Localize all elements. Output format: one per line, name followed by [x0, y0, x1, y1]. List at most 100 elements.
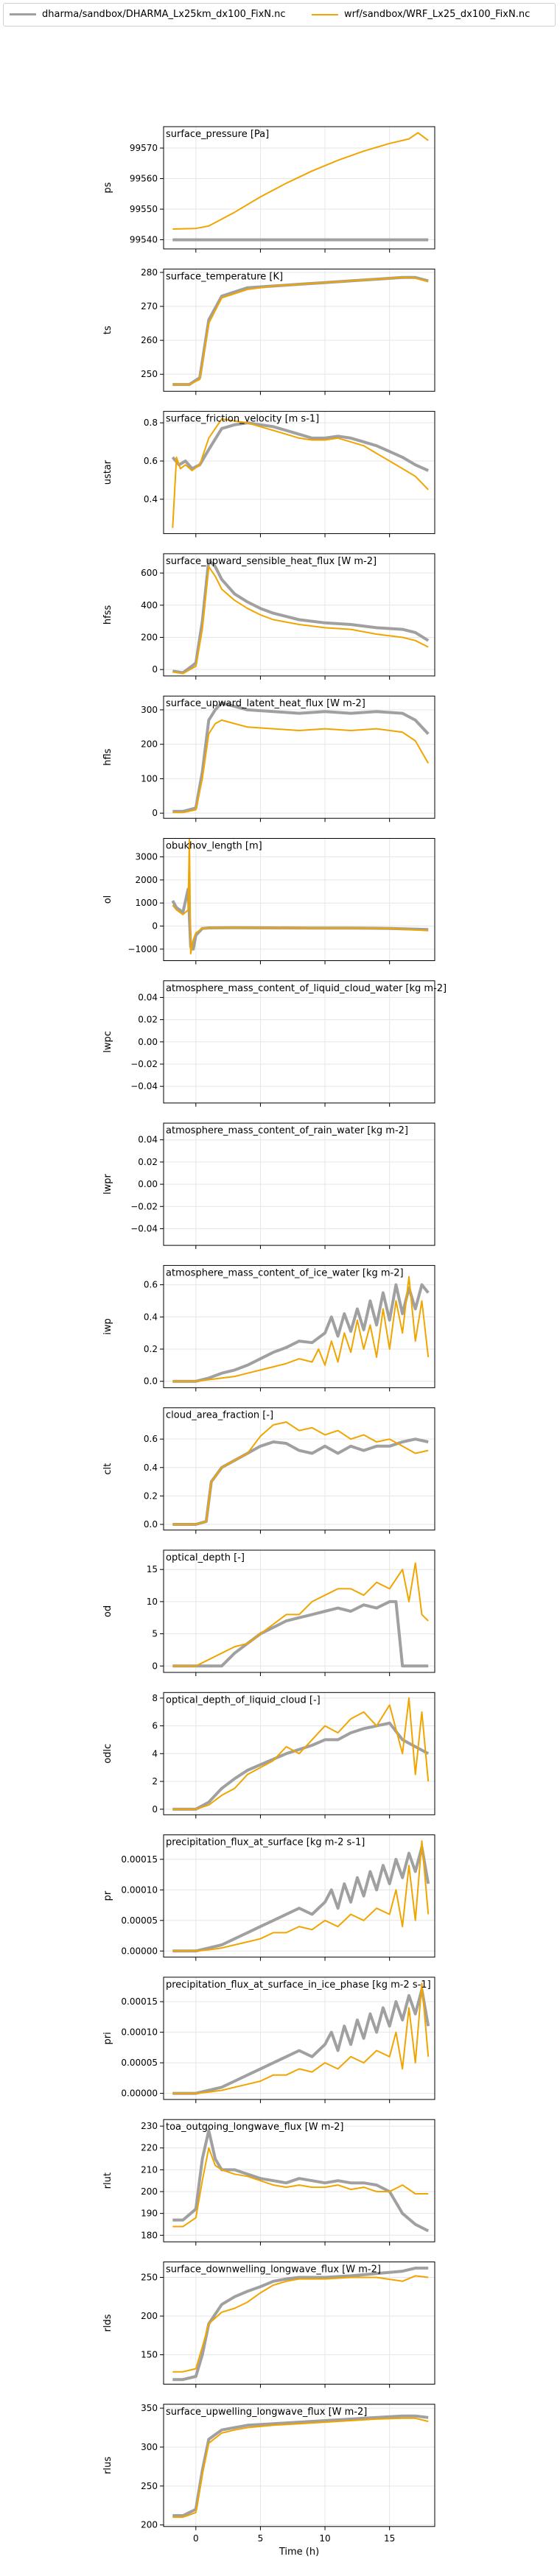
y-tick-label: −0.02	[130, 1059, 158, 1069]
series-line-1	[172, 1845, 430, 1953]
series-line-2	[172, 838, 429, 955]
y-tick-label: 0.2	[144, 1491, 158, 1501]
series-line-2	[172, 2275, 429, 2373]
plot-frame	[163, 1834, 435, 1958]
y-tick-label: 0.6	[144, 1434, 158, 1444]
y-tick-label: 600	[141, 568, 158, 578]
x-tick-label: 5	[258, 2533, 264, 2544]
y-tick-label: 0.0	[144, 1376, 158, 1387]
panel-title: precipitation_flux_at_surface [kg m-2 s-…	[166, 1837, 365, 1848]
plot-frame	[163, 1122, 435, 1246]
plot-frame	[163, 1549, 435, 1673]
y-tick-label: 0	[152, 1661, 158, 1671]
series-line-1	[172, 558, 430, 675]
y-tick-label: 200	[141, 2311, 158, 2321]
plot-frame	[163, 2404, 435, 2527]
panel-title: optical_depth [-]	[166, 1552, 245, 1563]
series-line-1	[172, 701, 430, 813]
panel-14: 0.00000 0.00005 0.00010 0.00015 precipitatio…	[102, 1977, 435, 2103]
plot-frame	[163, 126, 435, 250]
panel-title: optical_depth_of_liquid_cloud [-]	[166, 1695, 321, 1706]
y-axis-label: pri	[102, 2032, 113, 2044]
y-axis-label: ustar	[102, 460, 113, 485]
series-line-1	[172, 1283, 430, 1383]
y-tick-label: 0.4	[144, 494, 158, 504]
y-tick-label: 0.00005	[121, 1915, 158, 1926]
panel-16: 150 200 250 surface_downwelling_longwave_fl…	[102, 2262, 435, 2388]
y-axis-label: ts	[102, 325, 113, 334]
series-line-1	[172, 1600, 429, 1668]
y-tick-label: 200	[141, 2520, 158, 2530]
y-tick-label: 0.0	[144, 1519, 158, 1530]
y-tick-label: 0	[152, 1804, 158, 1815]
panel-title: atmosphere_mass_content_of_ice_water [kg…	[166, 1267, 404, 1278]
panel-title: surface_upward_latent_heat_flux [W m-2]	[166, 698, 365, 709]
series-line-2	[172, 1840, 430, 1952]
y-axis-label: pr	[102, 1890, 113, 1901]
series-line-2	[172, 1562, 429, 1667]
y-tick-label: 250	[141, 369, 158, 379]
series-line-1	[172, 1988, 430, 2095]
y-tick-label: 2000	[135, 875, 158, 885]
y-tick-label: 0.4	[144, 1463, 158, 1473]
y-tick-label: −0.04	[130, 1223, 158, 1234]
panel-9: 0.0 0.2 0.4 0.6 atmosphere_mass_content_of_i…	[102, 1264, 435, 1392]
y-tick-label: 250	[141, 2273, 158, 2283]
y-tick-label: 200	[141, 2186, 158, 2197]
series-line-2	[172, 1982, 430, 2094]
y-tick-label: 0	[152, 808, 158, 818]
y-tick-label: 1000	[135, 898, 158, 908]
y-tick-label: 150	[141, 2350, 158, 2360]
plot-frame	[163, 411, 435, 535]
y-tick-label: 300	[141, 705, 158, 715]
x-tick-label: 10	[319, 2533, 330, 2544]
y-axis-label: ps	[102, 182, 113, 193]
legend-item-dharma: dharma/sandbox/DHARMA_Lx25km_dx100_FixN.…	[10, 9, 286, 20]
plot-frame	[163, 695, 435, 819]
y-tick-label: 0.00010	[121, 2027, 158, 2038]
y-tick-label: 250	[141, 2481, 158, 2491]
y-tick-label: 0.04	[138, 1135, 158, 1145]
y-axis-label: lwpr	[102, 1174, 113, 1194]
series-line-1	[172, 2129, 430, 2233]
y-tick-label: 0.00	[138, 1037, 158, 1047]
series-line-1	[172, 2266, 429, 2382]
plot-frame	[163, 2262, 435, 2385]
y-tick-label: 4	[152, 1748, 158, 1759]
series-line-2	[172, 418, 429, 528]
y-tick-label: 99570	[130, 143, 158, 153]
y-tick-label: 0.00005	[121, 2058, 158, 2068]
panel-title: toa_outgoing_longwave_flux [W m-2]	[166, 2122, 343, 2133]
y-tick-label: 180	[141, 2230, 158, 2240]
y-tick-label: 350	[141, 2403, 158, 2413]
panel-1: 99540 99550 99560 99570 surface_pressure [Pa…	[102, 126, 435, 253]
y-tick-label: 0	[152, 664, 158, 675]
series-line-2	[172, 2417, 429, 2519]
y-tick-label: 99540	[130, 235, 158, 245]
y-tick-label: 0.6	[144, 1280, 158, 1290]
y-tick-label: −1000	[127, 944, 158, 954]
y-tick-label: 0.04	[138, 992, 158, 1002]
y-tick-label: 8	[152, 1693, 158, 1703]
panel-title: precipitation_flux_at_surface_in_ice_pha…	[166, 1979, 431, 1991]
y-tick-label: 0.2	[144, 1344, 158, 1354]
panel-5: 0 100 200 300 surface_upward_latent_heat_flu…	[102, 695, 435, 823]
series-line-2	[172, 719, 430, 814]
y-axis-label: ol	[102, 895, 113, 904]
series-line-2	[172, 2147, 429, 2228]
panel-4: 0 200 400 600 surface_upward_sensible_heat_f…	[102, 553, 435, 680]
y-tick-label: 260	[141, 335, 158, 345]
panel-6: −1000 0 1000 2000 3000 obukhov_length [m] ol	[102, 838, 435, 965]
y-axis-label: lwpc	[102, 1031, 113, 1053]
y-axis-label: rlus	[102, 2457, 113, 2474]
y-tick-label: 15	[147, 1564, 158, 1574]
panel-8: −0.04 −0.02 0.00 0.02 0.04 atmosphere_mass_co…	[102, 1122, 435, 1250]
series-line-2	[172, 1697, 430, 1810]
y-tick-label: 100	[141, 773, 158, 784]
legend-swatch-wrf	[312, 13, 338, 15]
panel-title: atmosphere_mass_content_of_rain_water [k…	[166, 1125, 408, 1136]
panel-3: 0.4 0.6 0.8 surface_friction_velocity [m s-…	[102, 411, 435, 538]
plot-frame	[163, 1407, 435, 1531]
panel-10: 0.0 0.2 0.4 0.6 cloud_area_fraction [-] clt	[102, 1407, 435, 1534]
